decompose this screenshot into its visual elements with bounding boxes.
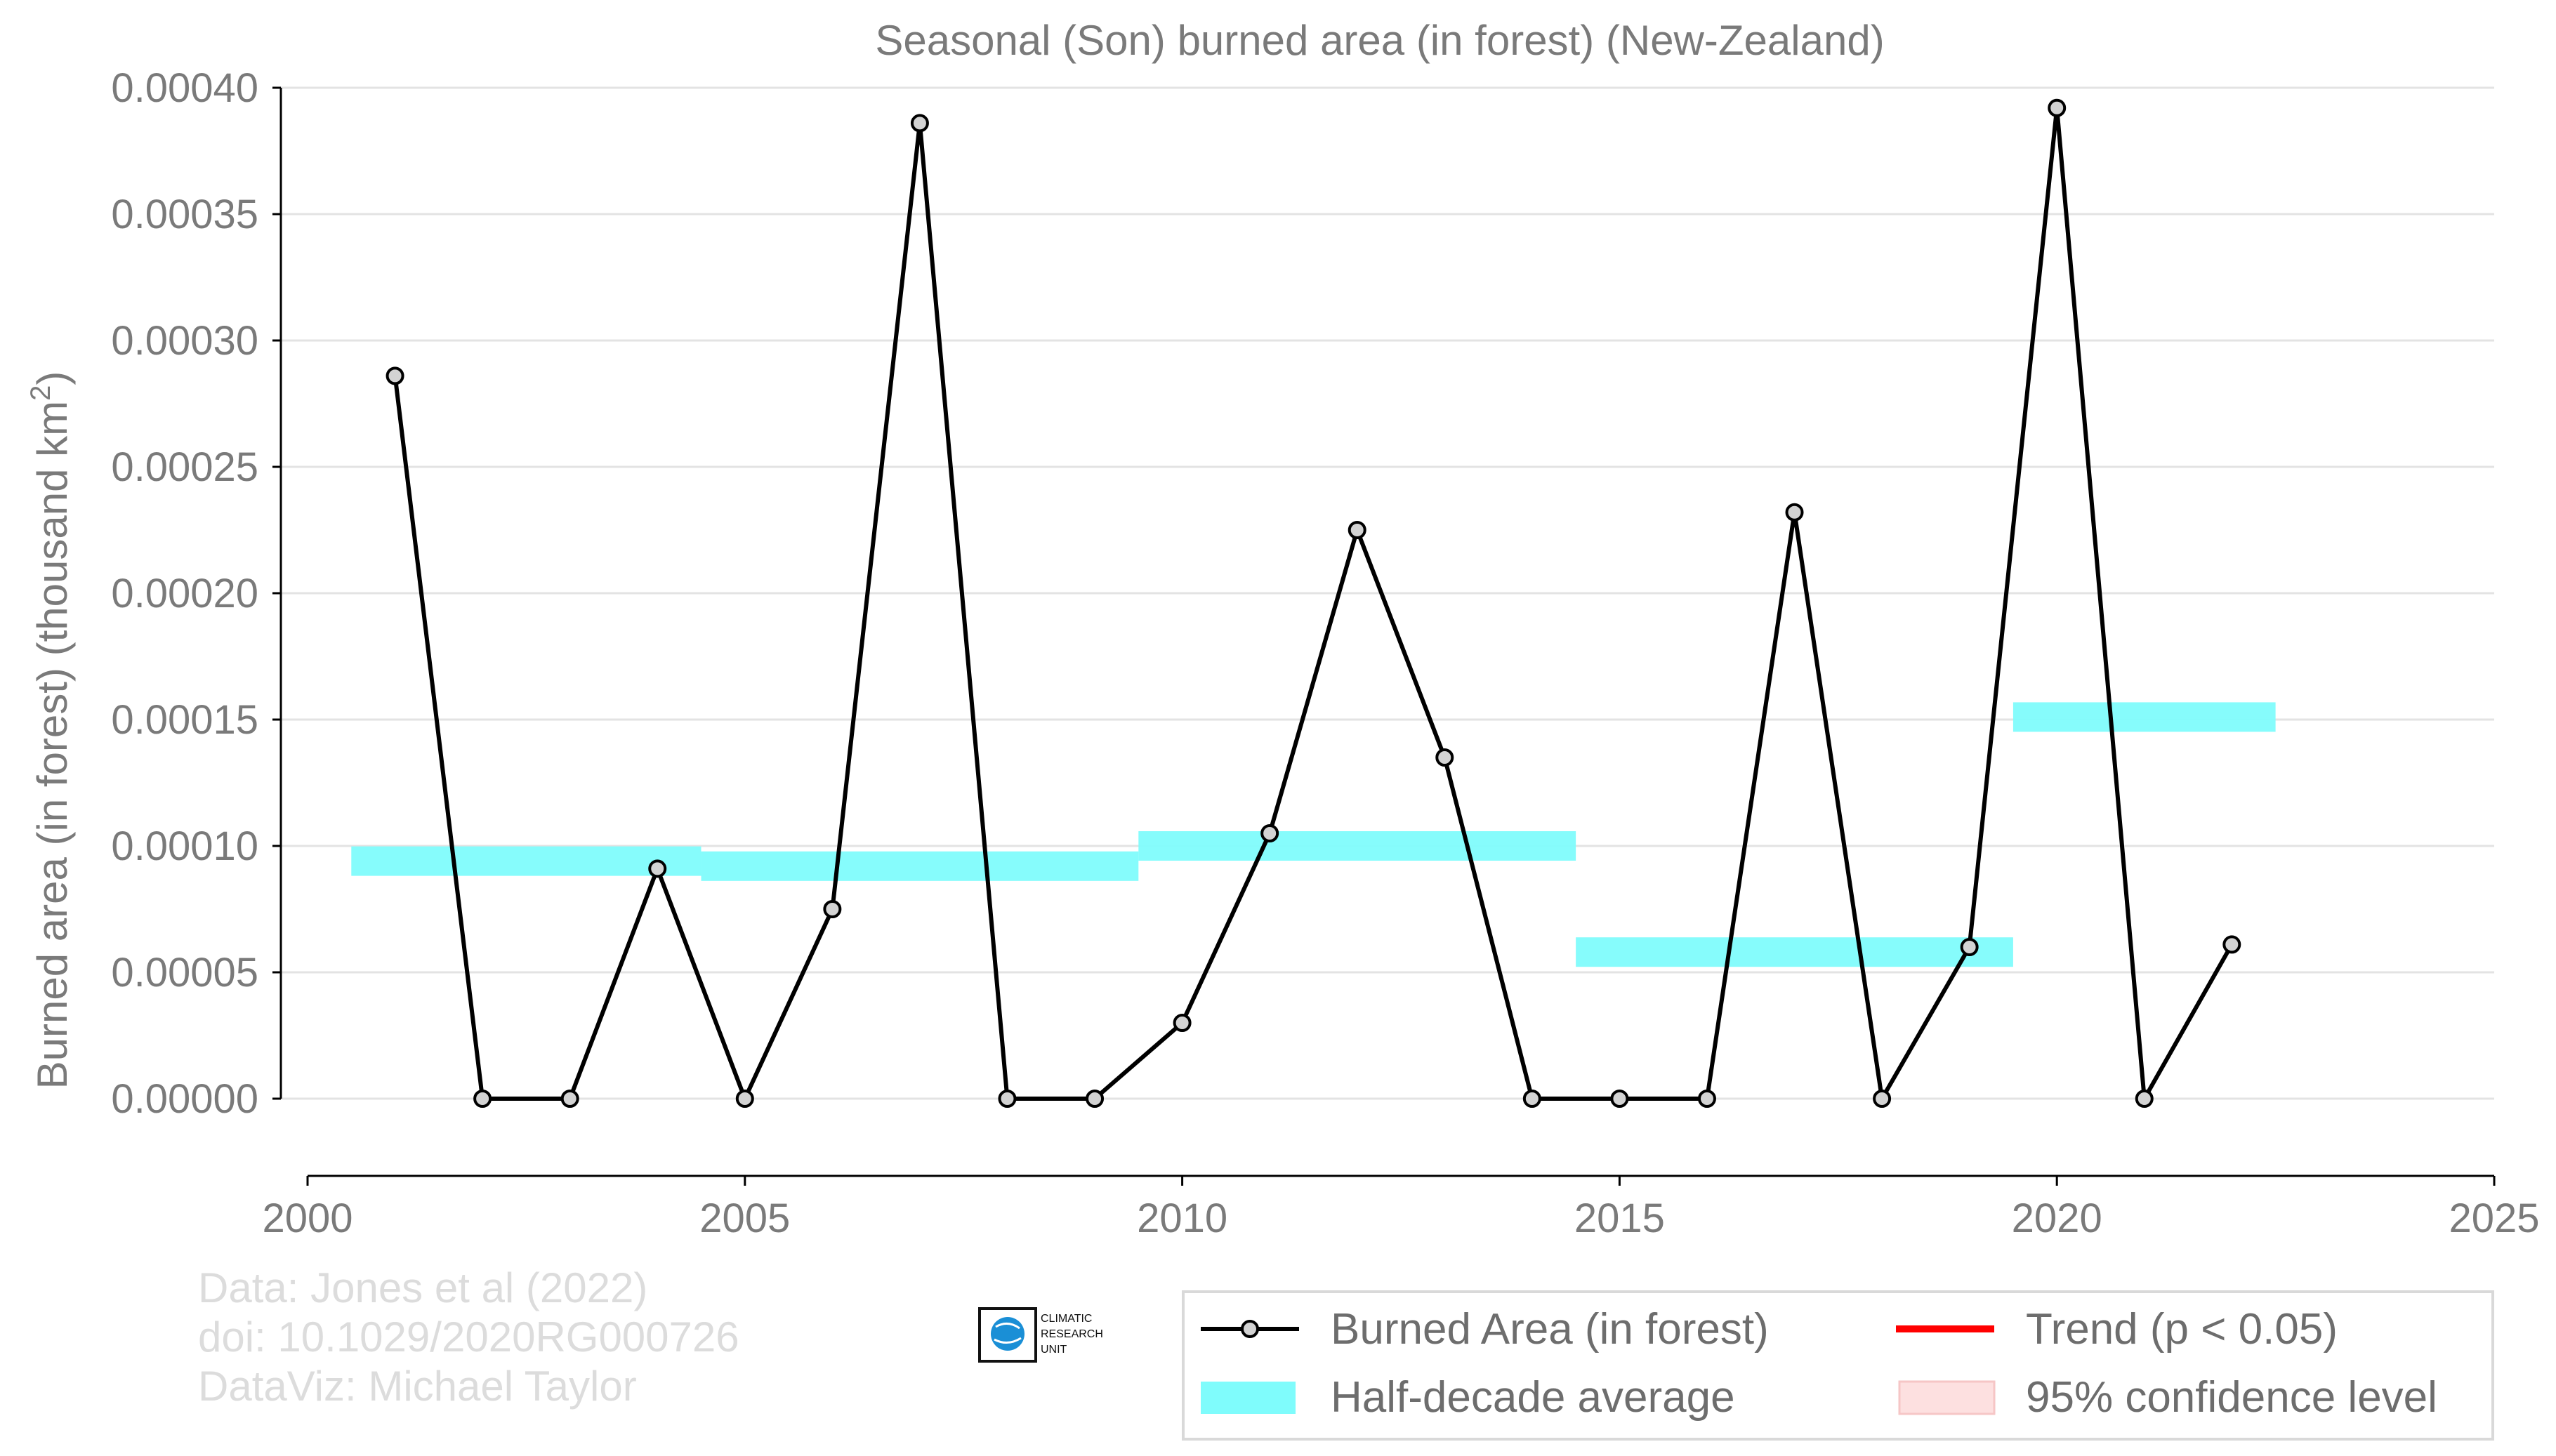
data-point — [473, 1090, 492, 1108]
legend: Burned Area (in forest) Trend (p < 0.05)… — [1182, 1290, 2494, 1441]
cru-logo: CLIMATIC RESEARCH UNIT — [978, 1307, 1103, 1363]
chart-title: Seasonal (Son) burned area (in forest) (… — [875, 17, 1884, 64]
y-tick-label: 0.00000 — [111, 1076, 258, 1122]
x-axis: 2000 2005 2010 2015 2020 2025 — [262, 1174, 2540, 1241]
x-tick-label: 2015 — [1574, 1196, 1665, 1241]
credit-data: Data: Jones et al (2022) — [198, 1264, 647, 1311]
data-point — [1522, 1090, 1541, 1108]
data-point — [1960, 938, 1979, 956]
logo-text-3: UNIT — [1041, 1344, 1067, 1356]
half-decade-average-bar — [701, 851, 1139, 881]
y-tick-label: 0.00040 — [111, 65, 258, 111]
data-point — [823, 900, 842, 918]
data-point — [910, 114, 929, 133]
credit-dataviz: DataViz: Michael Taylor — [198, 1363, 637, 1410]
y-tick-label: 0.00020 — [111, 571, 258, 616]
credit-doi: doi: 10.1029/2020RG000726 — [198, 1313, 739, 1361]
x-tick-label: 2010 — [1137, 1196, 1227, 1241]
data-point — [1348, 521, 1366, 539]
legend-label-trend: Trend (p < 0.05) — [2026, 1305, 2338, 1354]
credits: Data: Jones et al (2022) doi: 10.1029/20… — [198, 1264, 739, 1410]
half-decade-average-bar — [351, 846, 701, 876]
y-tick-label: 0.00025 — [111, 444, 258, 490]
data-point — [1260, 824, 1279, 842]
y-tick-label: 0.00030 — [111, 318, 258, 364]
legend-patch-confidence — [1898, 1380, 1996, 1415]
x-tick-label: 2020 — [2012, 1196, 2102, 1241]
data-point — [735, 1090, 754, 1108]
data-point — [1086, 1090, 1105, 1108]
y-tick-label: 0.00035 — [111, 192, 258, 237]
y-tick-label: 0.00005 — [111, 950, 258, 995]
x-tick-label: 2005 — [699, 1196, 790, 1241]
half-decade-average-bar — [2012, 702, 2276, 732]
data-point — [2135, 1090, 2154, 1108]
data-point — [648, 859, 667, 878]
data-point — [1697, 1090, 1716, 1108]
y-axis-title-superscript: 2 — [25, 385, 56, 401]
data-point — [1435, 748, 1454, 767]
legend-label-confidence: 95% confidence level — [2026, 1373, 2437, 1422]
data-point — [2222, 935, 2241, 954]
data-point — [998, 1090, 1017, 1108]
cru-logo-frame — [978, 1307, 1037, 1363]
half-decade-average-bar — [1138, 831, 1576, 861]
data-point — [1173, 1014, 1192, 1032]
data-point — [1785, 503, 1804, 522]
legend-patch-average — [1201, 1382, 1296, 1414]
y-axis: 0.00000 0.00005 0.00010 0.00015 0.00020 0.000… — [111, 65, 282, 1122]
y-axis-title: Burned area (in forest) (thousand km2) — [25, 371, 76, 1090]
series-line — [393, 105, 2234, 1101]
x-tick-label: 2000 — [262, 1196, 353, 1241]
legend-label-average: Half-decade average — [1331, 1373, 1735, 1422]
y-tick-label: 0.00015 — [111, 697, 258, 743]
half-decade-average-bar — [1576, 937, 2013, 967]
globe-icon — [991, 1317, 1025, 1351]
data-point — [2048, 98, 2067, 117]
x-tick-label: 2025 — [2449, 1196, 2539, 1241]
globe-lines — [994, 1323, 1022, 1344]
data-point — [386, 366, 404, 385]
y-tick-label: 0.00010 — [111, 823, 258, 869]
data-point — [560, 1090, 579, 1108]
series-burned-area — [386, 98, 2241, 1108]
logo-text-1: CLIMATIC — [1041, 1313, 1092, 1325]
data-point — [1610, 1090, 1629, 1108]
data-point — [1873, 1090, 1892, 1108]
half-decade-averages — [351, 702, 2276, 967]
legend-label-burned: Burned Area (in forest) — [1331, 1305, 1769, 1354]
y-axis-title-suffix: ) — [29, 371, 76, 385]
legend-marker-burned — [1241, 1320, 1259, 1338]
logo-text-2: RESEARCH — [1041, 1328, 1103, 1340]
legend-box — [1182, 1290, 2494, 1441]
